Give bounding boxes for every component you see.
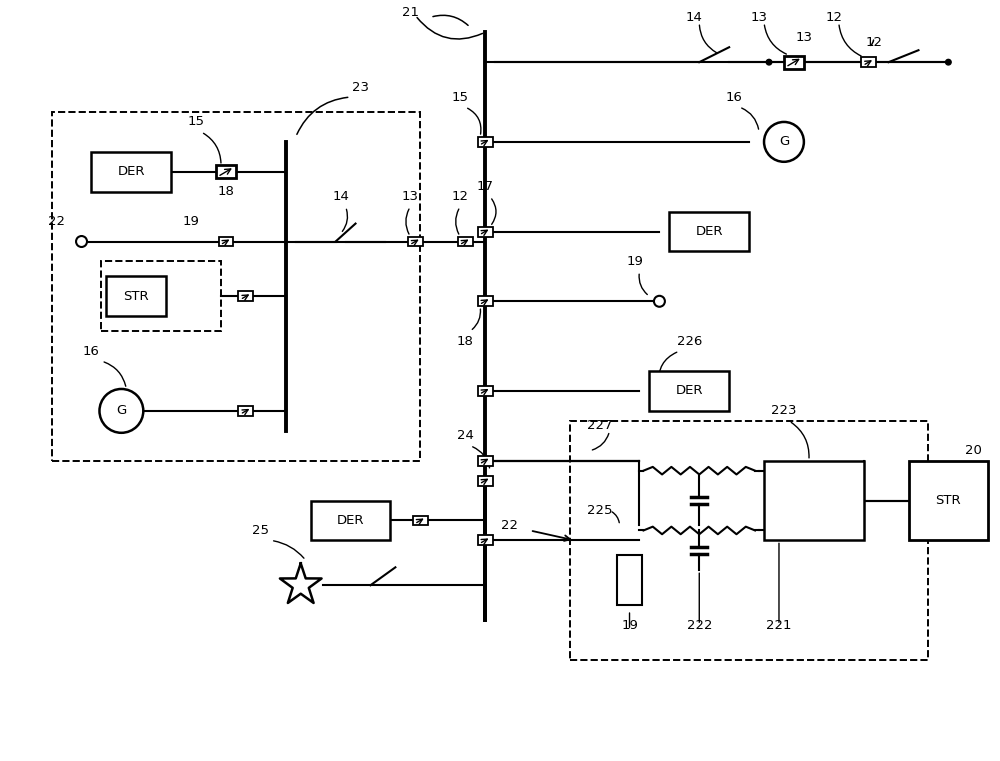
Text: DER: DER	[118, 165, 145, 178]
Text: 16: 16	[83, 345, 100, 358]
Bar	[478, 456, 493, 466]
Bar	[764, 460, 864, 540]
Bar	[311, 501, 390, 540]
Text: 12: 12	[825, 11, 842, 24]
Bar	[909, 460, 988, 540]
Circle shape	[946, 59, 951, 65]
Text: 14: 14	[332, 190, 349, 203]
Text: 22: 22	[501, 519, 518, 532]
Text: G: G	[779, 135, 789, 148]
Bar	[238, 291, 253, 301]
Text: DER: DER	[337, 514, 364, 527]
Bar	[101, 262, 221, 331]
Bar	[408, 237, 423, 247]
Text: 223: 223	[771, 404, 797, 417]
Text: DER: DER	[676, 384, 703, 397]
Circle shape	[766, 59, 772, 65]
Circle shape	[764, 122, 804, 162]
Text: 16: 16	[726, 91, 743, 103]
Text: 24: 24	[457, 429, 474, 442]
Text: 23: 23	[352, 81, 369, 94]
Text: 225: 225	[587, 504, 612, 517]
Bar	[478, 227, 493, 237]
Text: 21: 21	[402, 6, 419, 19]
Text: 222: 222	[687, 619, 712, 632]
Circle shape	[99, 389, 143, 433]
Text: 12: 12	[452, 190, 469, 203]
Bar	[861, 57, 876, 67]
Text: 18: 18	[218, 185, 234, 198]
Bar	[669, 212, 749, 251]
Text: STR: STR	[124, 290, 149, 303]
Text: 19: 19	[621, 619, 638, 632]
Text: 13: 13	[402, 190, 419, 203]
Bar	[216, 165, 236, 178]
Text: 15: 15	[188, 116, 205, 129]
Bar	[478, 536, 493, 546]
Bar	[649, 371, 729, 411]
Text: 22: 22	[48, 215, 65, 228]
Text: 227: 227	[587, 419, 612, 432]
Bar	[570, 421, 928, 660]
Text: 15: 15	[452, 91, 469, 103]
Bar	[458, 237, 473, 247]
Text: 19: 19	[626, 255, 643, 268]
Text: 17: 17	[477, 180, 494, 193]
Text: DER: DER	[695, 225, 723, 238]
Bar	[413, 515, 428, 525]
Text: 13: 13	[751, 11, 768, 24]
Bar	[106, 276, 166, 317]
Text: 14: 14	[686, 11, 703, 24]
Text: 19: 19	[183, 215, 200, 228]
Bar	[478, 137, 493, 147]
Text: 13: 13	[795, 30, 812, 43]
Bar	[784, 56, 804, 68]
Bar	[478, 296, 493, 306]
Text: 221: 221	[766, 619, 792, 632]
Text: G: G	[116, 404, 127, 417]
Bar	[478, 476, 493, 486]
Text: 25: 25	[252, 524, 269, 537]
Bar	[219, 237, 233, 247]
Circle shape	[654, 296, 665, 307]
Bar	[478, 386, 493, 396]
Bar	[52, 112, 420, 460]
Text: 226: 226	[677, 335, 702, 348]
Bar	[617, 556, 642, 605]
Text: 18: 18	[457, 335, 474, 348]
Bar	[91, 152, 171, 192]
Text: STR: STR	[936, 494, 961, 507]
Bar	[238, 406, 253, 416]
Text: 12: 12	[865, 36, 882, 49]
Text: 20: 20	[965, 444, 982, 457]
Circle shape	[76, 236, 87, 247]
